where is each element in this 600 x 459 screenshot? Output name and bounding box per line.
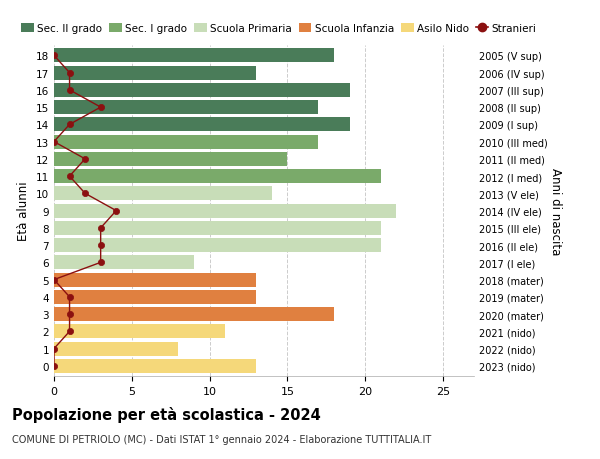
Bar — [54, 135, 319, 149]
Bar — [54, 325, 225, 339]
Bar — [54, 204, 396, 218]
Bar — [54, 101, 319, 115]
Bar — [54, 118, 350, 132]
Bar — [54, 221, 380, 235]
Bar — [54, 359, 256, 373]
Bar — [54, 290, 256, 304]
Bar — [54, 273, 256, 287]
Bar — [54, 67, 256, 80]
Text: COMUNE DI PETRIOLO (MC) - Dati ISTAT 1° gennaio 2024 - Elaborazione TUTTITALIA.I: COMUNE DI PETRIOLO (MC) - Dati ISTAT 1° … — [12, 434, 431, 444]
Bar — [54, 342, 178, 356]
Bar — [54, 239, 380, 252]
Bar — [54, 152, 287, 167]
Y-axis label: Età alunni: Età alunni — [17, 181, 31, 241]
Bar — [54, 84, 350, 98]
Bar — [54, 170, 380, 184]
Y-axis label: Anni di nascita: Anni di nascita — [548, 168, 562, 255]
Text: Popolazione per età scolastica - 2024: Popolazione per età scolastica - 2024 — [12, 406, 321, 422]
Legend: Sec. II grado, Sec. I grado, Scuola Primaria, Scuola Infanzia, Asilo Nido, Stran: Sec. II grado, Sec. I grado, Scuola Prim… — [22, 24, 536, 34]
Bar — [54, 49, 334, 63]
Bar — [54, 187, 272, 201]
Bar — [54, 256, 194, 270]
Bar — [54, 308, 334, 321]
